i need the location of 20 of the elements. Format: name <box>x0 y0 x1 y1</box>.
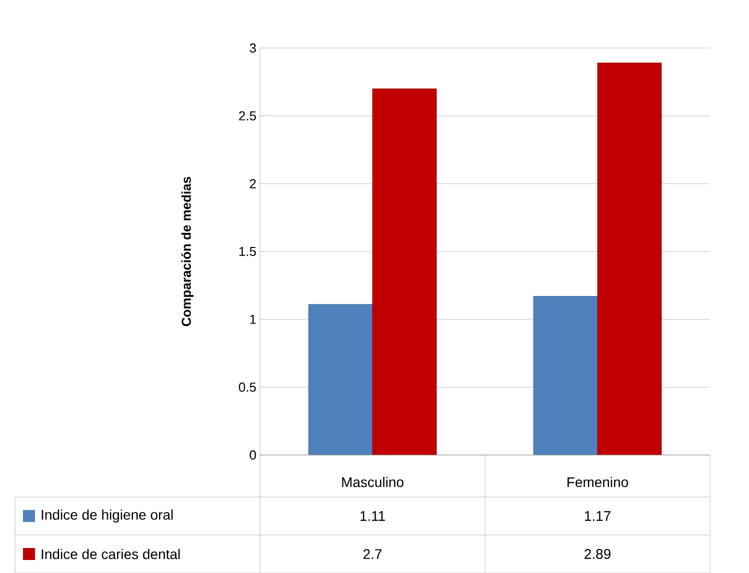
data-label: 2.89 <box>584 549 610 559</box>
y-tick-label: 1 <box>250 314 256 324</box>
y-tick-label: 3 <box>250 43 256 53</box>
y-tick-label: 2 <box>250 179 256 188</box>
bar <box>533 296 598 455</box>
bar <box>372 88 437 455</box>
y-tick-label: 1.5 <box>239 246 256 256</box>
data-label: 2.7 <box>363 549 382 559</box>
data-label: 1.11 <box>360 511 385 521</box>
bar <box>308 304 373 455</box>
y-tick-label: 0.5 <box>238 382 256 392</box>
y-tick-label: 2.5 <box>239 111 256 120</box>
bar <box>597 62 662 455</box>
legend-label: Indice de higiene oral <box>42 509 173 523</box>
legend-label: Indice de caries dental <box>42 548 180 560</box>
x-tick-label: Femenino <box>568 476 628 488</box>
y-axis-title: Comparación de medias <box>181 176 194 326</box>
x-tick-label: Masculino <box>342 476 404 488</box>
data-label: 1.17 <box>584 511 610 521</box>
y-tick-label: 0 <box>250 450 256 460</box>
